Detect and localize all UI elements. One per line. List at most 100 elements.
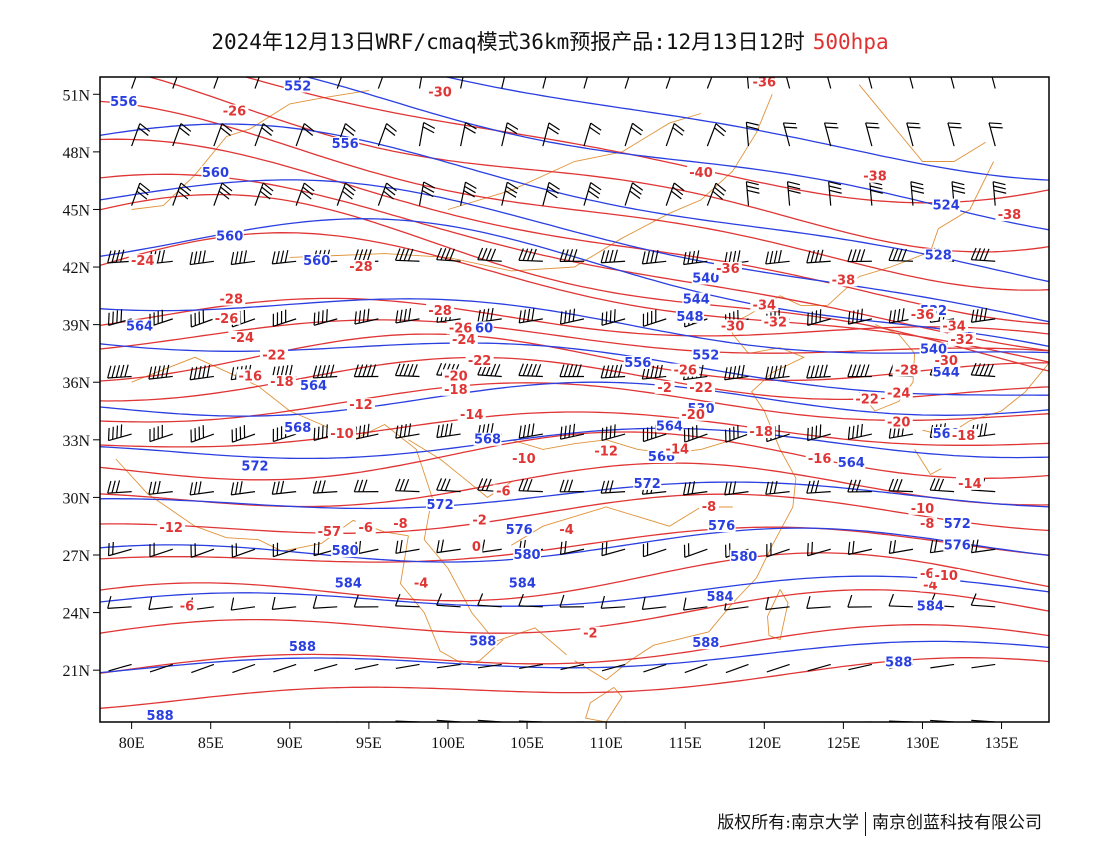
temperature-label: -26 bbox=[449, 321, 473, 336]
label-mask bbox=[465, 354, 494, 368]
wind-barb bbox=[806, 595, 831, 609]
wind-barb bbox=[559, 364, 584, 378]
wind-barb bbox=[559, 423, 585, 440]
wind-barb bbox=[172, 123, 192, 147]
geopotential-contour bbox=[100, 481, 1049, 510]
wind-barb bbox=[418, 77, 423, 89]
wind-barb bbox=[189, 250, 214, 266]
wind-barb bbox=[766, 663, 790, 673]
temperature-label: -34 bbox=[942, 319, 966, 334]
wind-barb bbox=[909, 77, 914, 89]
wind-barb bbox=[377, 182, 397, 206]
geopotential-label: 576 bbox=[506, 523, 533, 538]
wind-barb bbox=[230, 250, 256, 266]
temperature-contour bbox=[100, 431, 1049, 481]
wind-barb bbox=[888, 248, 913, 262]
wind-barb bbox=[665, 182, 685, 206]
label-mask bbox=[687, 380, 716, 394]
border-line bbox=[289, 94, 773, 272]
wind-barb bbox=[970, 593, 996, 608]
wind-barb bbox=[847, 540, 872, 556]
wind-barb bbox=[395, 423, 420, 439]
label-mask bbox=[943, 517, 972, 531]
wind-barb bbox=[271, 249, 297, 265]
wind-barb bbox=[395, 308, 420, 324]
label-mask bbox=[623, 355, 652, 369]
wind-barb bbox=[601, 309, 626, 326]
temperature-contour bbox=[100, 589, 1049, 634]
wind-barb bbox=[394, 478, 420, 493]
wind-barb bbox=[189, 364, 214, 381]
wind-barb bbox=[190, 309, 215, 328]
label-mask bbox=[655, 419, 684, 433]
wind-barb bbox=[519, 663, 543, 670]
wind-barb bbox=[847, 249, 872, 263]
geopotential-label: 576 bbox=[708, 519, 735, 534]
geopotential-label: 544 bbox=[683, 293, 710, 308]
copyright-divider bbox=[865, 811, 866, 836]
wind-barb bbox=[785, 77, 791, 89]
wind-barb bbox=[560, 663, 585, 671]
temperature-label: -22 bbox=[855, 392, 879, 407]
wind-barb bbox=[847, 364, 872, 378]
y-tick-label: 30N bbox=[62, 490, 90, 507]
label-mask bbox=[917, 517, 938, 531]
country-borders bbox=[115, 84, 1049, 722]
border-line bbox=[858, 84, 986, 162]
temperature-label: -18 bbox=[270, 375, 294, 390]
label-mask bbox=[943, 538, 972, 552]
temperature-label: -12 bbox=[594, 444, 618, 459]
wind-barb bbox=[745, 181, 760, 206]
wind-barb bbox=[149, 542, 173, 558]
geopotential-label: 560 bbox=[303, 254, 330, 269]
wind-barb bbox=[501, 181, 519, 206]
label-mask bbox=[861, 169, 890, 183]
wind-barb bbox=[765, 596, 790, 611]
geopotential-label: 584 bbox=[335, 577, 362, 592]
wind-barb bbox=[992, 181, 1007, 206]
border-line bbox=[400, 535, 504, 665]
label-mask bbox=[426, 498, 455, 511]
geopotential-label: 584 bbox=[706, 590, 733, 605]
wind-barb bbox=[806, 249, 831, 264]
temperature-label: -18 bbox=[444, 383, 468, 398]
label-mask bbox=[346, 259, 375, 273]
wind-barb bbox=[518, 248, 543, 262]
geopotential-label: 572 bbox=[241, 460, 268, 475]
wind-barb bbox=[232, 663, 256, 674]
wind-barb bbox=[295, 182, 315, 206]
geopotential-label: 568 bbox=[474, 433, 501, 448]
wind-barb bbox=[542, 181, 560, 206]
wind-barb bbox=[970, 247, 996, 262]
wind-barb bbox=[272, 309, 297, 327]
label-mask bbox=[940, 319, 969, 333]
label-mask bbox=[346, 398, 375, 412]
axis-ticks: 80E 85E 90E 95E 100E 105E 110E 115E 120E 125E 130E… bbox=[62, 87, 1018, 752]
geopotential-label: 580 bbox=[332, 544, 359, 559]
label-mask bbox=[470, 540, 483, 554]
label-mask bbox=[508, 576, 537, 590]
y-tick-label: 39N bbox=[62, 318, 90, 335]
label-mask bbox=[241, 459, 270, 473]
temperature-label: -30 bbox=[721, 319, 745, 334]
temperature-label: -24 bbox=[231, 331, 255, 346]
wind-barb bbox=[559, 479, 584, 493]
x-tick-label: 95E bbox=[356, 735, 382, 752]
wind-barb bbox=[518, 478, 543, 493]
wind-barb bbox=[988, 122, 1003, 147]
temperature-label: -24 bbox=[452, 333, 476, 348]
wind-barb bbox=[624, 122, 644, 147]
label-mask bbox=[302, 254, 331, 268]
temperature-label: -26 bbox=[223, 104, 247, 119]
wind-barb bbox=[643, 663, 667, 673]
label-mask bbox=[995, 208, 1024, 222]
temperature-label: -36 bbox=[911, 308, 935, 323]
temperature-contour bbox=[100, 138, 1049, 325]
wind-barb bbox=[336, 182, 356, 206]
wind-barb bbox=[601, 424, 626, 442]
label-mask bbox=[468, 634, 497, 648]
wind-barb bbox=[807, 663, 831, 672]
geopotential-label: 584 bbox=[917, 600, 944, 615]
plot-frame bbox=[99, 76, 1050, 723]
wind-barb bbox=[683, 543, 708, 558]
